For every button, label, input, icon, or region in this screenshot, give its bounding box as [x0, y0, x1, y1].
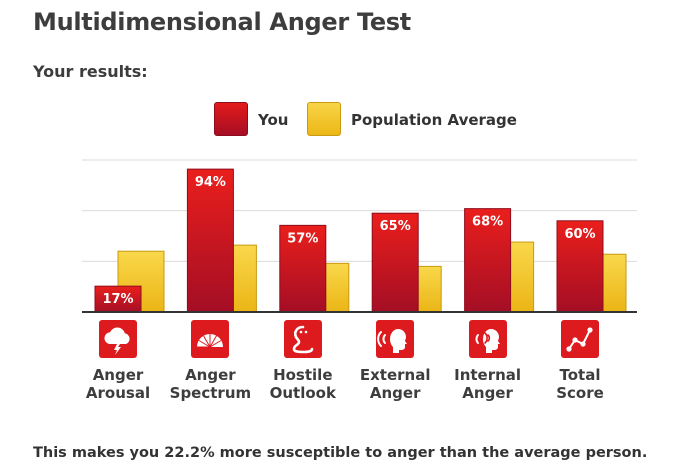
data-label-you-2: 94%: [195, 175, 226, 190]
line-graph-icon: [561, 320, 599, 358]
bar-chart: 17% 94% 57% 65% 68% 60%: [82, 159, 637, 313]
category-label-line2: Outlook: [269, 384, 336, 402]
head-shouting-icon: [376, 320, 415, 358]
head-inner-voice-icon: [468, 320, 507, 358]
legend-swatch-you: [214, 102, 248, 136]
results-subtitle: Your results:: [33, 62, 148, 81]
storm-cloud-icon: [99, 320, 137, 358]
category-label-line1: Anger: [185, 366, 236, 384]
result-summary: This makes you 22.2% more susceptible to…: [33, 445, 648, 461]
category-label-4: External Anger: [345, 366, 445, 402]
category-label-line2: Spectrum: [169, 384, 252, 402]
page-title: Multidimensional Anger Test: [33, 8, 411, 36]
data-label-you-1: 17%: [102, 292, 133, 307]
chart-legend: You Population Average: [0, 102, 680, 138]
category-label-line2: Arousal: [85, 384, 151, 402]
category-label-5: Internal Anger: [438, 366, 538, 402]
category-label-2: Anger Spectrum: [160, 366, 260, 402]
category-label-line2: Score: [556, 384, 604, 402]
legend-label-population: Population Average: [351, 111, 517, 129]
data-label-you-6: 60%: [564, 227, 595, 242]
category-label-6: Total Score: [530, 366, 630, 402]
data-label-you-3: 57%: [287, 231, 318, 246]
category-label-line2: Anger: [369, 384, 421, 402]
legend-label-you: You: [258, 111, 289, 129]
category-label-line2: Anger: [462, 384, 513, 402]
category-label-line1: Anger: [92, 366, 144, 384]
bar-you-1: [94, 285, 142, 313]
category-label-line1: External: [359, 366, 431, 384]
cobra-icon: [283, 320, 322, 358]
data-label-you-5: 68%: [472, 215, 503, 230]
category-label-line1: Internal: [454, 366, 522, 384]
bar-you-4: [371, 212, 419, 313]
bar-you-3: [279, 224, 327, 313]
category-label-1: Anger Arousal: [68, 366, 168, 402]
legend-swatch-population: [307, 102, 341, 136]
spectrum-fan-icon: [191, 320, 230, 358]
category-label-3: Hostile Outlook: [253, 366, 353, 402]
category-label-line1: Total: [559, 366, 601, 384]
bar-you-5: [464, 208, 512, 313]
data-label-you-4: 65%: [380, 219, 411, 234]
bar-you-2: [186, 168, 234, 313]
bar-you-6: [556, 220, 604, 313]
category-label-line1: Hostile: [273, 366, 333, 384]
